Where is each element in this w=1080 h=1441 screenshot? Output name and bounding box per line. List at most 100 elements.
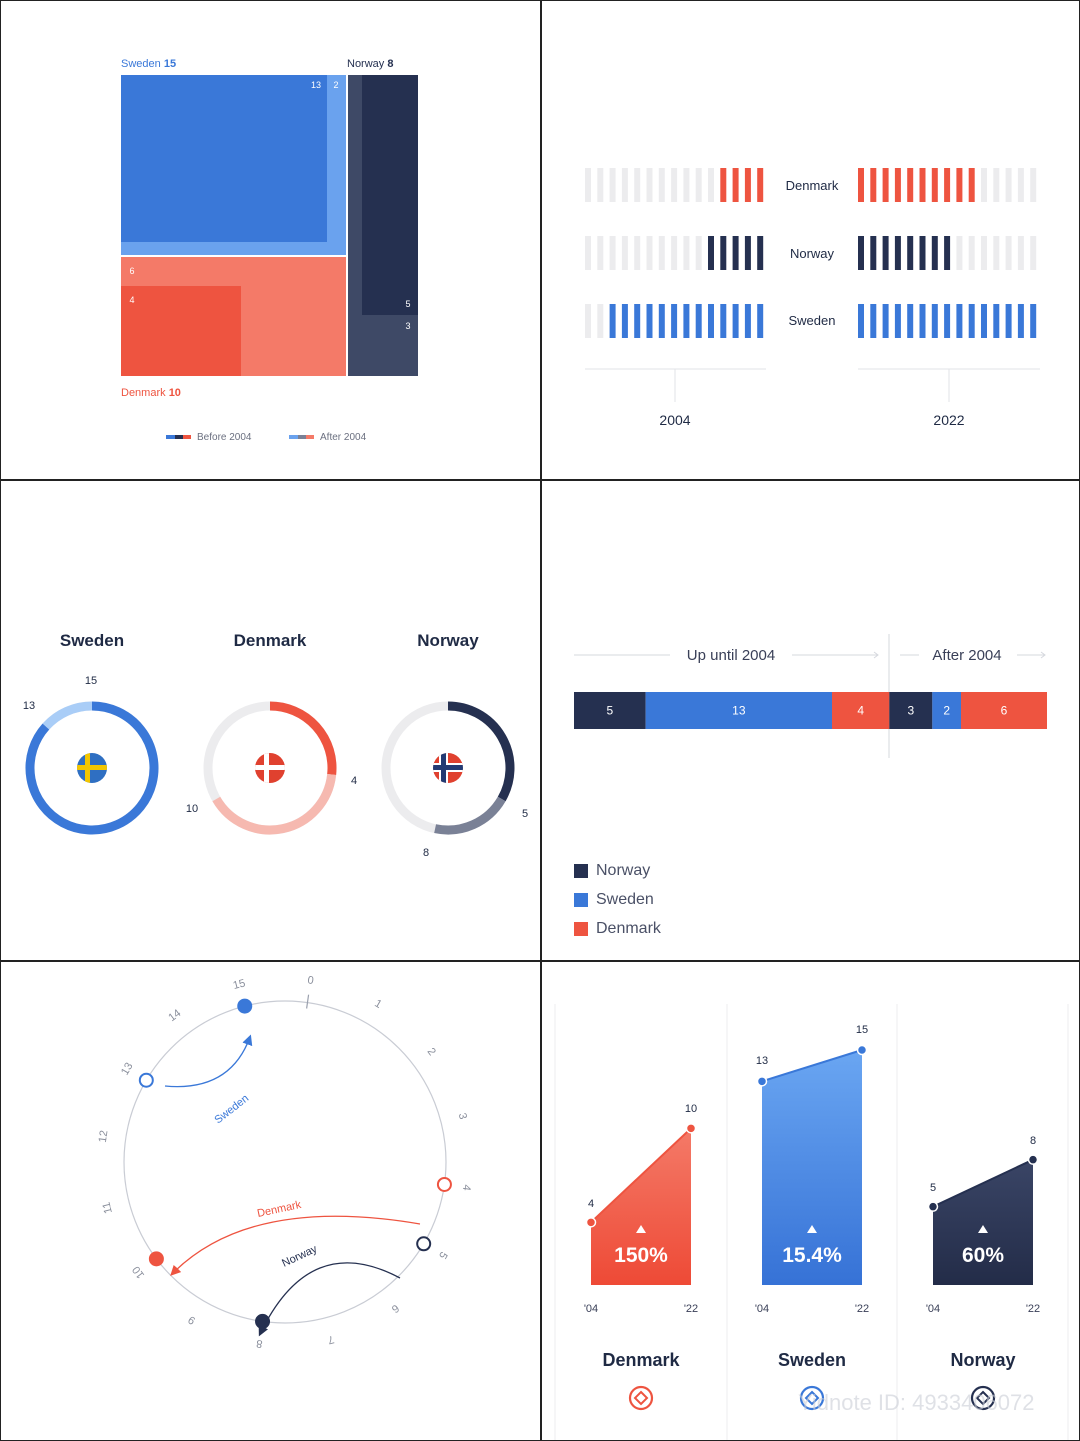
treemap-value-6: 6 (129, 266, 134, 276)
donut-title-norway: Norway (417, 631, 479, 650)
barcode-bar-2004-denmark (658, 168, 665, 202)
treemap-value-5: 5 (405, 299, 410, 309)
stack-label-norway: 5 (606, 704, 613, 718)
area-point-start-sweden (756, 1076, 768, 1087)
barcode-bar-2022-sweden (1017, 304, 1024, 338)
barcode-bar-2004-norway (646, 236, 653, 270)
barcode-bar-2004-sweden (671, 304, 678, 338)
barcode-bar-2022-sweden (907, 304, 914, 338)
barcode-bar-2022-sweden (919, 304, 926, 338)
treemap-norway-before (362, 75, 418, 315)
donut-arc-after-denmark (212, 773, 337, 835)
barcode-bar-2004-norway (621, 236, 628, 270)
dial-point-sweden-13 (138, 1072, 154, 1088)
stack-segment-denmark (961, 692, 1047, 729)
barcode-bar-2004-norway (732, 236, 739, 270)
barcode-bar-2022-norway (968, 236, 975, 270)
barcode-bar-2004-norway (708, 236, 714, 270)
legend-sweden: Sweden (574, 891, 654, 909)
barcode-bar-2022-denmark (956, 168, 963, 202)
denmark-flag-icon (255, 753, 285, 783)
area-x-dk-04: '04 (584, 1303, 598, 1315)
donut-panel: Sweden Denmark Norway 13 15 4 10 5 8 (0, 481, 540, 961)
barcode-bar-2004-sweden (646, 304, 653, 338)
treemap-legend-before: Before 2004 (166, 432, 252, 443)
legend-norway-swatch (574, 864, 588, 878)
treemap-denmark-before (121, 286, 241, 376)
legend-denmark-swatch (574, 922, 588, 936)
legend-denmark-label: Denmark (596, 920, 661, 937)
barcode-bar-2004-denmark (695, 168, 702, 202)
treemap-sweden-label: Sweden 15 (121, 58, 176, 70)
legend-norway: Norway (574, 862, 650, 880)
barcode-bar-2004-norway (671, 236, 678, 270)
barcode-bar-2004-sweden (597, 304, 604, 338)
dial-label-denmark: Denmark (256, 1199, 303, 1220)
barcode-bar-2004-denmark (609, 168, 616, 202)
treemap-value-4: 4 (129, 295, 134, 305)
barcode-bar-2022-denmark (858, 168, 864, 202)
denmark-logo-icon (628, 1385, 654, 1411)
barcode-bar-2004-sweden (732, 304, 739, 338)
barcode-bar-2022-norway (981, 236, 987, 270)
barcode-bar-2022-norway (907, 236, 914, 270)
area-x-no-22: '22 (1026, 1303, 1040, 1315)
barcode-bar-2022-denmark (944, 168, 951, 202)
barcode-bar-2004-sweden (744, 304, 751, 338)
dial-point-denmark-4 (436, 1176, 452, 1192)
area-x-no-04: '04 (926, 1303, 940, 1315)
barcode-bar-2022-denmark (882, 168, 889, 202)
donut-arc-after-norway (434, 796, 506, 835)
barcode-bar-2004-denmark (634, 168, 641, 202)
barcode-bar-2022-denmark (870, 168, 877, 202)
barcode-bar-2004-norway (683, 236, 690, 270)
barcode-bar-2022-norway (1005, 236, 1012, 270)
dial-ring (123, 1000, 447, 1324)
barcode-bar-2022-sweden (882, 304, 889, 338)
barcode-bar-2022-sweden (993, 304, 1000, 338)
barcode-bar-2004-norway (695, 236, 702, 270)
dial-point-sweden-15 (237, 998, 253, 1014)
area-line-norway (932, 1158, 1034, 1208)
area-point-end-sweden (856, 1044, 868, 1056)
barcode-bar-2004-denmark (671, 168, 678, 202)
donut-title-sweden: Sweden (59, 631, 125, 650)
barcode-label-sweden: Sweden (789, 313, 836, 328)
treemap-value-13: 13 (311, 80, 321, 90)
barcode-bar-2004-sweden (609, 304, 616, 338)
stacked-panel: Up until 2004 After 2004 5 13 4 3 2 6 Norway … (540, 481, 1080, 961)
barcode-bar-2004-norway (720, 236, 727, 270)
area-val-no-5: 5 (930, 1182, 936, 1194)
area-charts: 150% 15.4% 60% 4 10 13 15 5 8 '04 '22 '0… (554, 1004, 1069, 1441)
stacked-bar-chart: Up until 2004 After 2004 5 13 4 3 2 6 (574, 634, 1047, 758)
barcode-bar-2004-denmark (732, 168, 739, 202)
barcode-bar-2022-sweden (894, 304, 901, 338)
dial-tick-label: 0 (307, 974, 315, 987)
area-title-sweden: Sweden (778, 1350, 846, 1370)
barcode-bar-2004-norway (658, 236, 665, 270)
barcode-bar-2004-sweden (708, 304, 714, 338)
grid-divider-h2 (0, 960, 1080, 962)
barcode-bar-2004-norway (609, 236, 616, 270)
barcode-bar-2022-denmark (993, 168, 1000, 202)
donut-sweden-13: 13 (23, 700, 35, 712)
stack-header-arrow-left (873, 651, 879, 659)
dial-tick-label: 6 (389, 1302, 401, 1315)
svg-text:Before 2004: Before 2004 (197, 432, 252, 443)
barcode-bar-2022-denmark (894, 168, 901, 202)
barcode-bar-2004-denmark (708, 168, 714, 202)
barcode-x-2022: 2022 (933, 412, 964, 428)
area-fill-norway (933, 1159, 1033, 1285)
donut-chart: 13 15 4 10 5 8 (23, 675, 528, 859)
barcode-bar-2022-sweden (931, 304, 938, 338)
barcode-bar-2022-norway (1017, 236, 1024, 270)
barcode-bar-2004-norway (585, 236, 591, 270)
barcode-bar-2022-norway (931, 236, 938, 270)
legend-norway-label: Norway (596, 862, 651, 879)
treemap-sweden-before (121, 75, 327, 242)
barcode-bar-2022-norway (1030, 236, 1037, 270)
barcode-bar-2022-norway (870, 236, 877, 270)
area-point-start-denmark (585, 1217, 597, 1228)
svg-text:After 2004: After 2004 (320, 432, 367, 443)
barcode-bar-2022-norway (882, 236, 889, 270)
